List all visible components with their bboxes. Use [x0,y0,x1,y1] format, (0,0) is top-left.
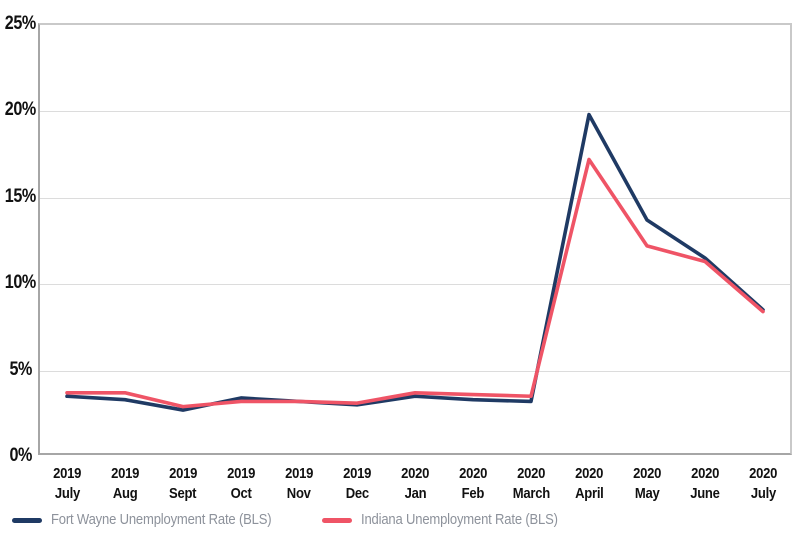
legend-item-fort-wayne: Fort Wayne Unemployment Rate (BLS) [12,512,296,528]
y-tick-label-10%: 10% [4,272,36,294]
x-tick-year-9: 2020 [574,465,603,482]
y-tick-label-5%: 5% [9,358,33,380]
x-tick-year-3: 2019 [226,465,255,482]
y-tick-label-20%: 20% [4,99,36,121]
x-tick-month-9: April [574,485,604,502]
x-tick-month-10: May [634,485,660,502]
gridline-5% [40,370,790,372]
x-tick-year-12: 2020 [748,465,777,482]
x-tick-year-2: 2019 [168,465,197,482]
x-tick-month-3: Oct [230,485,252,502]
x-tick-year-5: 2019 [342,465,371,482]
x-tick-month-1: Aug [112,485,138,502]
x-tick-month-8: March [512,485,550,502]
gridline-10% [40,284,790,286]
legend-label-fort-wayne: Fort Wayne Unemployment Rate (BLS) [51,512,272,528]
x-tick-year-6: 2020 [400,465,429,482]
y-tick-label-0%: 0% [9,445,33,466]
x-tick-month-6: Jan [404,485,426,502]
legend-item-indiana: Indiana Unemployment Rate (BLS) [321,512,580,528]
plot-area [38,23,792,455]
legend-label-indiana: Indiana Unemployment Rate (BLS) [360,512,558,528]
x-tick-month-4: Nov [287,485,311,502]
x-tick-month-7: Feb [461,485,485,502]
fort-wayne-line-swatch [12,517,42,523]
indiana-line-swatch [321,517,352,523]
x-tick-year-10: 2020 [632,465,661,482]
y-tick-label-15%: 15% [4,185,36,207]
x-tick-year-11: 2020 [690,465,719,482]
x-tick-year-7: 2020 [458,465,487,482]
y-tick-label-25%: 25% [4,13,36,34]
x-tick-month-2: Sept [169,485,197,502]
gridline-20% [40,111,790,113]
x-tick-year-0: 2019 [52,465,81,482]
x-tick-year-1: 2019 [110,465,139,482]
legend: Fort Wayne Unemployment Rate (BLS) India… [12,512,580,528]
x-tick-year-8: 2020 [516,465,545,482]
x-tick-month-5: Dec [345,485,369,502]
x-tick-month-12: July [750,485,776,502]
x-tick-month-0: July [54,485,80,502]
gridline-15% [40,197,790,199]
x-tick-year-4: 2019 [284,465,313,482]
x-tick-month-11: June [690,485,720,502]
